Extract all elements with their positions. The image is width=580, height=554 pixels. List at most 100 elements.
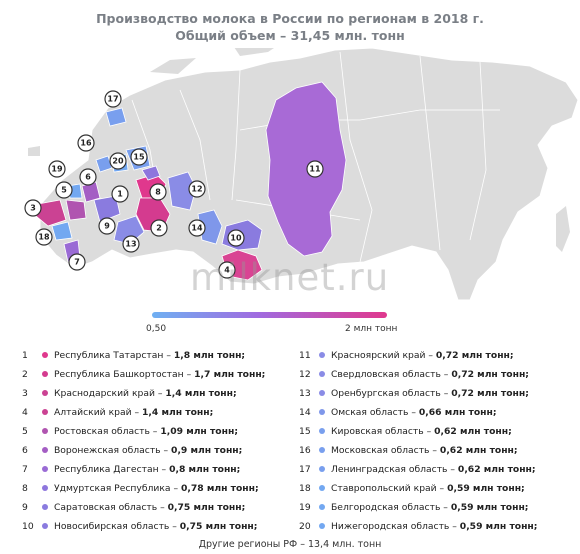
legend-column-right: 11 Красноярский край – 0,72 млн тонн; 12 Св… (299, 346, 580, 536)
marker-20: 20 (109, 152, 127, 170)
legend-value: 0,59 млн тонн; (447, 483, 525, 494)
legend-region-name: Новосибирская область (54, 521, 170, 532)
legend-color-dot (319, 371, 325, 377)
legend-column-left: 1 Республика Татарстан – 1,8 млн тонн; 2 Ре… (22, 346, 307, 536)
legend-region-name: Оренбургская область (331, 388, 441, 399)
legend-region-name: Омская область (331, 407, 409, 418)
marker-4: 4 (218, 261, 236, 279)
map-title: Производство молока в России по регионам… (0, 10, 580, 44)
legend-row: 20 Нижегородская область – 0,59 млн тонн; (299, 517, 580, 536)
marker-5: 5 (55, 181, 73, 199)
legend-color-dot (42, 466, 48, 472)
legend-value: 1,7 млн тонн; (194, 369, 266, 380)
legend-value: 1,4 млн тонн; (142, 407, 214, 418)
legend-color-dot (319, 466, 325, 472)
legend-separator: – (423, 426, 435, 437)
legend-value: 0,59 млн тонн; (450, 502, 529, 513)
legend-region-name: Красноярский край (331, 350, 426, 361)
region-udmurtia (141, 165, 161, 181)
svg-text:8: 8 (155, 188, 161, 197)
legend-color-dot (319, 447, 325, 453)
marker-2: 2 (150, 219, 168, 237)
legend-region-name: Саратовская область (54, 502, 158, 513)
legend-rank: 10 (22, 521, 34, 532)
legend-value: 1,4 млн тонн; (165, 388, 237, 399)
legend-separator: – (429, 445, 440, 456)
marker-7: 7 (68, 253, 86, 271)
svg-text:14: 14 (191, 224, 203, 233)
region-saratov (93, 195, 121, 223)
color-scale-bar (152, 312, 387, 318)
legend-value: 0,75 млн тонн; (179, 521, 258, 532)
svg-text:15: 15 (133, 153, 145, 162)
marker-6: 6 (79, 168, 97, 186)
marker-17: 17 (104, 90, 122, 108)
scale-max-label: 2 млн тонн (345, 324, 398, 334)
svg-text:10: 10 (230, 234, 242, 243)
legend-separator: – (447, 464, 458, 475)
svg-text:3: 3 (30, 204, 36, 213)
legend-region-name: Республика Башкортостан (54, 369, 184, 380)
watermark: milknet.ru (190, 256, 390, 299)
legend-row: 10 Новосибирская область – 0,75 млн тонн; (22, 517, 307, 536)
legend-rank: 18 (299, 483, 311, 494)
svg-text:20: 20 (112, 157, 124, 166)
legend-rank: 6 (22, 445, 28, 456)
legend-rank: 15 (299, 426, 311, 437)
legend-separator: – (157, 502, 168, 513)
legend-row: 14 Омская область – 0,66 млн тонн; (299, 403, 580, 422)
scale-min-label: 0,50 (146, 324, 167, 334)
kaliningrad (28, 146, 40, 156)
legend-separator: – (160, 445, 172, 456)
legend-region-name: Кировская область (331, 426, 424, 437)
marker-1: 1 (111, 185, 129, 203)
title-line-2: Общий объем – 31,45 млн. тонн (175, 28, 405, 43)
svg-text:6: 6 (85, 173, 91, 182)
legend-color-dot (42, 390, 48, 396)
legend-separator: – (154, 388, 166, 399)
other-regions-note: Другие регионы РФ – 13,4 млн. тонн (198, 539, 382, 550)
legend-color-dot (319, 390, 325, 396)
legend-separator: – (163, 350, 174, 361)
legend-rank: 5 (22, 426, 28, 437)
region-sverdlovsk (167, 171, 197, 211)
legend-separator: – (169, 521, 180, 532)
svg-text:4: 4 (224, 266, 230, 275)
svg-text:16: 16 (80, 139, 92, 148)
region-leningrad (105, 107, 127, 127)
title-line-1: Производство молока в России по регионам… (96, 11, 484, 26)
marker-13: 13 (122, 235, 140, 253)
legend-value: 0,62 млн тонн; (439, 445, 518, 456)
marker-9: 9 (98, 217, 116, 235)
svg-text:11: 11 (309, 165, 321, 174)
legend-value: 0,59 млн тонн; (459, 521, 538, 532)
legend-separator: – (425, 350, 436, 361)
legend-rank: 20 (299, 521, 311, 532)
legend-color-dot (42, 352, 48, 358)
legend-region-name: Республика Дагестан (54, 464, 159, 475)
svg-text:1: 1 (117, 190, 123, 199)
legend-color-dot (319, 523, 325, 529)
svg-text:5: 5 (61, 186, 67, 195)
legend-row: 13 Оренбургская область – 0,72 млн тонн; (299, 384, 580, 403)
legend-rank: 12 (299, 369, 311, 380)
island-north-3 (150, 58, 196, 74)
legend-row: 2 Республика Башкортостан – 1,7 млн тонн; (22, 365, 307, 384)
svg-text:2: 2 (156, 224, 162, 233)
legend-rank: 16 (299, 445, 311, 456)
legend-region-name: Республика Татарстан (54, 350, 164, 361)
legend-color-dot (42, 371, 48, 377)
region-markers: 17 16 20 15 19 6 5 1 8 12 11 3 9 2 14 10… (24, 90, 324, 279)
legend-separator: – (408, 407, 419, 418)
marker-11: 11 (306, 160, 324, 178)
legend-region-name: Алтайский край (54, 407, 132, 418)
legend-color-dot (319, 409, 325, 415)
legend-rank: 17 (299, 464, 311, 475)
marker-10: 10 (227, 229, 245, 247)
island-east (556, 206, 570, 252)
legend-row: 11 Красноярский край – 0,72 млн тонн; (299, 346, 580, 365)
legend-value: 0,72 млн тонн; (435, 350, 514, 361)
legend-row: 9 Саратовская область – 0,75 млн тонн; (22, 498, 307, 517)
legend-separator: – (440, 369, 452, 380)
region-stavropol (51, 221, 73, 241)
